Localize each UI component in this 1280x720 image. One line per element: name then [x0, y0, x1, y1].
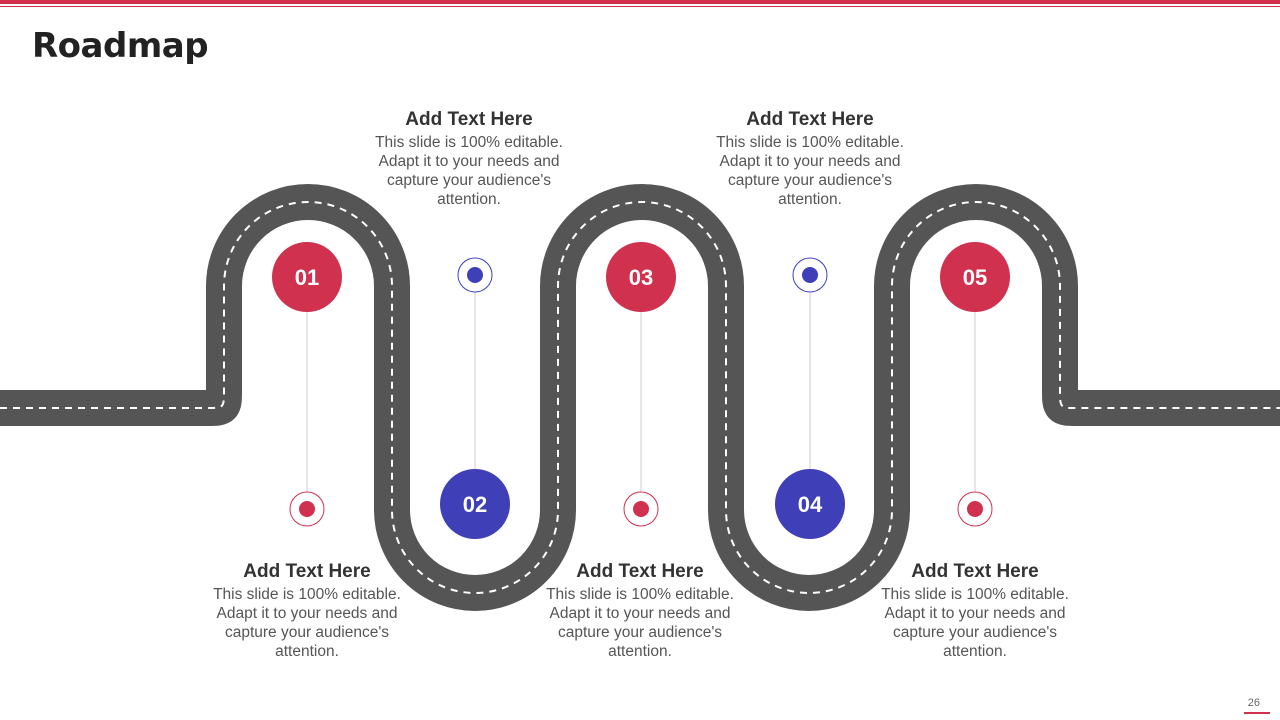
milestone-01-heading: Add Text Here — [243, 561, 371, 582]
slide-title: Roadmap — [32, 26, 209, 66]
top-accent-line — [0, 6, 1280, 7]
milestone-02-marker-dot — [467, 267, 483, 283]
milestone-02-circle — [440, 469, 510, 539]
milestone-04-number: 04 — [798, 492, 823, 517]
milestone-05-body: This slide is 100% editable. Adapt it to… — [881, 586, 1069, 660]
milestone-03-circle — [606, 242, 676, 312]
milestone-05-heading: Add Text Here — [911, 561, 1039, 582]
top-accent-bar — [0, 0, 1280, 4]
milestone-05-marker-dot — [967, 501, 983, 517]
road-lane-marking — [0, 201, 1280, 594]
milestone-05-text: Add Text Here This slide is 100% editabl… — [880, 560, 1070, 661]
milestone-03-text: Add Text Here This slide is 100% editabl… — [545, 560, 735, 661]
milestone-01-body: This slide is 100% editable. Adapt it to… — [213, 586, 401, 660]
page-number: 26 — [1247, 697, 1260, 709]
milestone-02-number: 02 — [463, 492, 487, 517]
page-number-underline — [1244, 712, 1270, 714]
milestone-05: 05 — [940, 242, 1010, 527]
milestone-03: 03 — [606, 242, 676, 527]
milestone-02-body: This slide is 100% editable. Adapt it to… — [375, 134, 563, 208]
milestone-04-heading: Add Text Here — [746, 109, 874, 130]
milestone-05-circle — [940, 242, 1010, 312]
milestone-03-body: This slide is 100% editable. Adapt it to… — [546, 586, 734, 660]
milestone-02: 02 — [440, 257, 510, 539]
milestone-03-heading: Add Text Here — [576, 561, 704, 582]
milestone-01: 01 — [272, 242, 342, 527]
milestone-01-circle — [272, 242, 342, 312]
milestone-01-number: 01 — [295, 265, 319, 290]
milestone-04-body: This slide is 100% editable. Adapt it to… — [716, 134, 904, 208]
milestone-04-marker-dot — [802, 267, 818, 283]
milestone-02-heading: Add Text Here — [405, 109, 533, 130]
milestone-02-text: Add Text Here This slide is 100% editabl… — [374, 108, 564, 209]
milestone-04-text: Add Text Here This slide is 100% editabl… — [715, 108, 905, 209]
milestone-05-number: 05 — [963, 265, 987, 290]
milestone-01-marker-dot — [299, 501, 315, 517]
milestone-01-text: Add Text Here This slide is 100% editabl… — [212, 560, 402, 661]
milestone-04-circle — [775, 469, 845, 539]
milestone-03-number: 03 — [629, 265, 653, 290]
milestone-03-marker-dot — [633, 501, 649, 517]
milestone-04: 04 — [775, 257, 845, 539]
